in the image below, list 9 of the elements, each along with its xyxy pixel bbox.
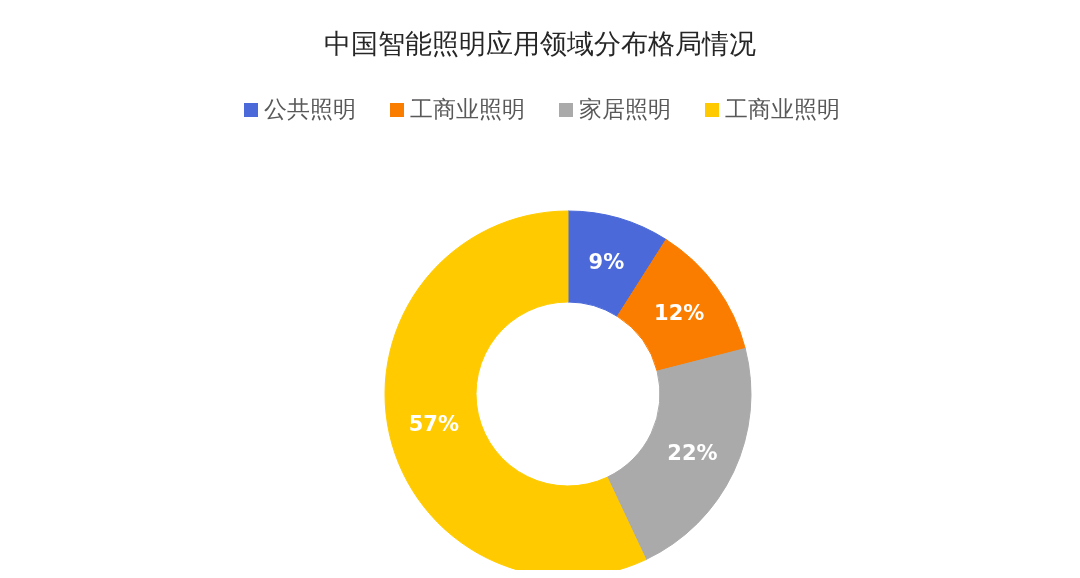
data-label: 12% [654,301,705,326]
legend-label: 工商业照明 [410,95,525,124]
data-label: 57% [408,411,459,436]
data-label: 9% [588,249,625,274]
data-label: 22% [667,440,718,465]
chart-title: 中国智能照明应用领域分布格局情况 [323,27,757,61]
legend-label: 工商业照明 [725,95,840,124]
legend-label: 家居照明 [579,95,671,124]
legend-label: 公共照明 [264,95,356,124]
